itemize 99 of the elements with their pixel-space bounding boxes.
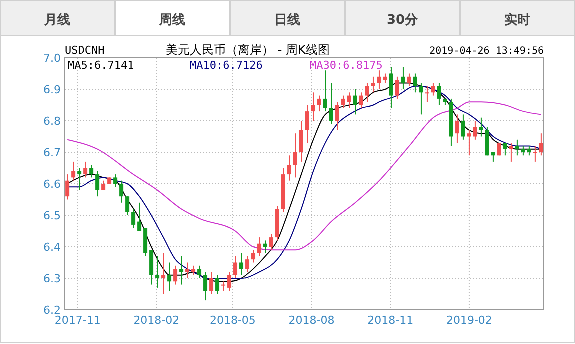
candlestick <box>347 92 352 109</box>
candlestick <box>126 196 130 216</box>
x-tick-label: 2018-02 <box>134 314 180 327</box>
candlestick <box>479 117 484 138</box>
candlestick <box>497 142 502 156</box>
candlestick <box>383 73 388 84</box>
candlestick <box>353 89 358 116</box>
x-tick-label: 2018-05 <box>210 314 256 327</box>
candlestick <box>270 234 274 251</box>
candlestick <box>377 70 382 90</box>
candlestick <box>323 70 328 112</box>
candlestick <box>192 265 196 276</box>
candlestick <box>114 174 118 188</box>
candlestick <box>252 250 256 264</box>
candlestick <box>527 146 532 156</box>
candlestick <box>210 272 214 295</box>
candlestick <box>96 170 100 198</box>
candlestick <box>473 120 478 140</box>
y-tick-label: 6.9 <box>44 84 61 96</box>
candlestick <box>335 102 340 131</box>
candlestick <box>228 272 232 292</box>
candlestick <box>102 180 106 191</box>
x-tick-label: 2018-08 <box>288 314 335 327</box>
candlestick <box>491 152 496 162</box>
candlestick <box>66 174 70 200</box>
candlestick <box>186 262 190 279</box>
y-tick-label: 6.8 <box>44 115 61 128</box>
y-tick-label: 6.3 <box>44 272 61 286</box>
candlestick <box>395 76 400 100</box>
candlestick <box>425 86 430 103</box>
candlestick <box>461 114 466 140</box>
candlestick <box>407 73 412 87</box>
candlestick <box>120 180 124 204</box>
candlestick <box>371 76 376 94</box>
candlestick <box>246 256 250 273</box>
candlestick <box>132 208 136 229</box>
candlestick <box>455 114 460 144</box>
candlestick <box>240 252 244 276</box>
y-tick-label: 7.0 <box>44 52 61 65</box>
candlestick <box>467 130 472 156</box>
text: MA5:6.7141 <box>68 59 134 72</box>
y-tick-label: 6.2 <box>44 304 61 317</box>
x-tick-label: 2018-11 <box>368 314 414 327</box>
candlestick <box>533 146 538 162</box>
line-series <box>67 102 542 251</box>
candlestick <box>431 82 436 96</box>
candlestick <box>264 240 268 254</box>
y-tick-label: 6.4 <box>44 241 61 254</box>
candlestick <box>539 133 544 156</box>
candlestick <box>90 164 94 178</box>
y-tick-label: 6.7 <box>44 146 61 160</box>
candlestick <box>180 256 184 286</box>
candlestick <box>413 73 418 94</box>
candlestick <box>311 92 316 122</box>
candlestick <box>138 202 142 232</box>
candlestick <box>389 66 394 109</box>
candlestick <box>222 281 226 292</box>
candlestick <box>174 265 178 286</box>
text: 周线 <box>158 13 186 28</box>
text: 30分 <box>386 13 420 28</box>
candlestick <box>288 155 292 182</box>
candlestick <box>168 262 172 292</box>
candlestick <box>258 237 262 257</box>
candlestick <box>341 95 346 109</box>
text: MA10:6.7126 <box>190 59 263 72</box>
text: 日线 <box>274 13 300 28</box>
candlestick <box>306 104 310 144</box>
candlestick <box>162 252 166 295</box>
x-tick-label: 2017-11 <box>54 314 101 327</box>
candlestick <box>216 274 220 295</box>
candlestick <box>503 142 508 156</box>
candlestick <box>521 146 526 156</box>
candlestick <box>359 92 364 109</box>
candlestick <box>294 133 298 178</box>
candlestick <box>401 66 406 90</box>
text: MA30:6.8175 <box>310 59 383 72</box>
y-tick-label: 6.6 <box>44 178 61 191</box>
candlestick <box>509 142 514 162</box>
candlestick <box>365 82 370 103</box>
candlestick <box>317 95 322 112</box>
candlestick <box>329 82 334 125</box>
candlestick <box>78 168 82 191</box>
candlestick <box>234 256 238 279</box>
candlestick <box>300 120 304 162</box>
candlestick <box>204 272 208 302</box>
text: USDCNH <box>65 44 105 57</box>
candlestick <box>515 139 520 156</box>
y-tick-label: 6.5 <box>44 210 61 222</box>
candlestick <box>84 161 88 178</box>
text: 月线 <box>44 13 70 28</box>
text: 2019-04-26 13:49:56 <box>430 46 544 57</box>
x-tick-label: 2019-02 <box>446 314 492 327</box>
candlestick <box>198 265 202 279</box>
candlestick <box>156 256 160 288</box>
candlestick <box>72 161 76 182</box>
text: 实时 <box>504 12 530 28</box>
chart-title: 美元人民币（离岸） - 周K线图 <box>166 43 330 57</box>
candlestick <box>419 82 424 116</box>
candlestick <box>437 82 442 106</box>
